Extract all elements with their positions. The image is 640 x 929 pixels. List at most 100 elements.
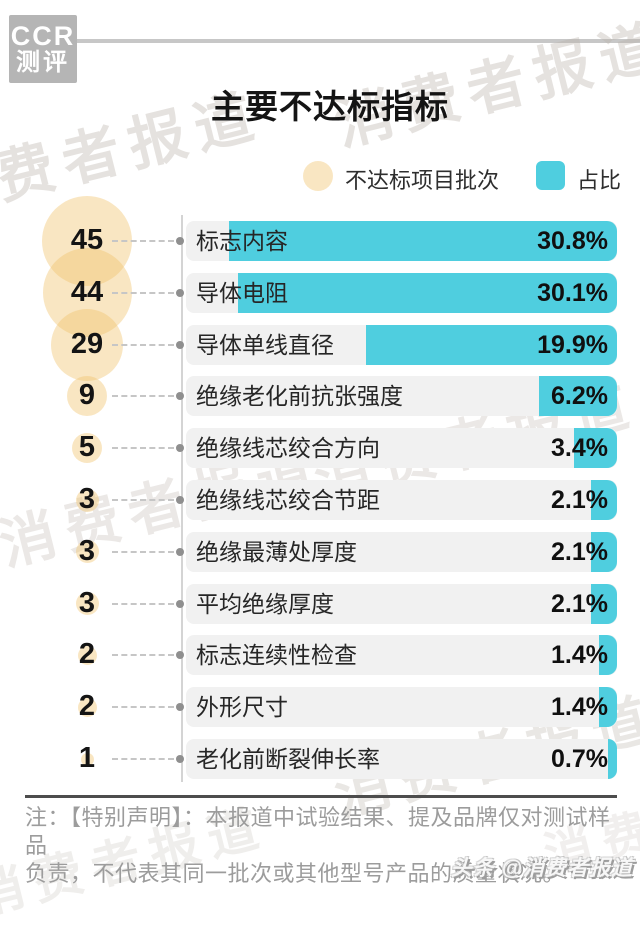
row-label: 标志内容 <box>196 228 288 254</box>
row-label: 绝缘老化前抗张强度 <box>196 383 403 410</box>
ccr-logo: CCR 测评 <box>9 15 77 83</box>
batch-count: 3 <box>78 483 96 515</box>
batch-count: 29 <box>70 327 104 360</box>
connector-dot <box>176 340 184 349</box>
bar-fill <box>539 376 617 417</box>
table-row: 44 导体电阻 30.1% <box>0 248 640 338</box>
batch-count-circle <box>77 697 97 717</box>
disclaimer-line1: 注：【特别声明】：本报道中试验结果、提及品牌仅对测试样品 <box>25 805 611 858</box>
bar-track: 导体电阻 30.1% <box>186 272 617 313</box>
batch-count-circle <box>80 752 94 766</box>
bar-track: 平均绝缘厚度 2.1% <box>186 583 617 624</box>
table-row: 3 平均绝缘厚度 2.1% <box>0 583 640 624</box>
row-label: 标志连续性检查 <box>196 642 357 669</box>
batch-count: 1 <box>78 742 96 774</box>
pct-label: 30.1% <box>537 278 608 307</box>
row-label: 绝缘线芯绞合方向 <box>196 435 380 462</box>
connector-dash <box>112 395 174 398</box>
logo-text-line2: 测评 <box>16 49 70 77</box>
batch-count: 5 <box>78 431 96 464</box>
connector-dot <box>176 755 184 763</box>
page-title: 主要不达标指标 <box>211 88 449 125</box>
bar-track: 导体单线直径 19.9% <box>186 324 617 365</box>
batch-count-circle <box>75 488 99 512</box>
bar-track: 绝缘最薄处厚度 2.1% <box>186 531 617 572</box>
row-label: 绝缘线芯绞合节距 <box>196 487 380 513</box>
disclaimer-note: 注：【特别声明】：本报道中试验结果、提及品牌仅对测试样品 负责，不代表其同一批次… <box>25 804 625 888</box>
bar-fill <box>574 428 617 469</box>
bar-fill <box>591 480 617 520</box>
batch-count-circle <box>51 308 123 381</box>
pct-label: 0.7% <box>551 745 608 773</box>
pct-label: 2.1% <box>551 486 608 514</box>
table-row: 3 绝缘线芯绞合节距 2.1% <box>0 480 640 520</box>
footer-divider <box>25 795 617 798</box>
batch-count: 44 <box>70 275 104 308</box>
bar-fill <box>608 739 617 779</box>
connector-dash <box>112 550 174 553</box>
legend-pct-label: 占比 <box>577 168 622 193</box>
bar-track: 老化前断裂伸长率 0.7% <box>186 739 617 779</box>
table-row: 2 标志连续性检查 1.4% <box>0 635 640 676</box>
logo-text-line1: CCR <box>10 21 76 51</box>
batch-count-circle <box>72 433 102 464</box>
table-row: 5 绝缘线芯绞合方向 3.4% <box>0 428 640 469</box>
row-label: 平均绝缘厚度 <box>196 590 334 617</box>
connector-dot <box>176 392 184 401</box>
pct-label: 2.1% <box>551 589 608 618</box>
bar-chart: 45 标志内容 30.8% 44 导体电阻 30.1% 29 导体单线直径 19.9% 9 绝缘老化… <box>0 196 640 782</box>
connector-dash <box>112 499 174 501</box>
table-row: 45 标志内容 30.8% <box>0 196 640 286</box>
connector-dash <box>112 706 174 709</box>
table-row: 3 绝缘最薄处厚度 2.1% <box>0 531 640 572</box>
table-row: 29 导体单线直径 19.9% <box>0 308 640 381</box>
batch-count: 2 <box>78 638 96 671</box>
connector-dot <box>176 237 184 245</box>
table-row: 9 绝缘老化前抗张强度 6.2% <box>0 376 640 417</box>
bar-track: 绝缘线芯绞合节距 2.1% <box>186 480 617 520</box>
connector-dash <box>112 654 174 657</box>
pct-label: 1.4% <box>551 693 608 722</box>
row-label: 导体单线直径 <box>196 331 334 358</box>
bar-fill <box>599 687 617 728</box>
connector-dash <box>112 291 174 294</box>
bar-fill <box>591 583 617 624</box>
row-label: 绝缘最薄处厚度 <box>196 538 357 565</box>
pct-label: 19.9% <box>537 330 608 359</box>
connector-dash <box>112 447 174 450</box>
batch-count-circle <box>75 592 99 616</box>
legend-batch-label: 不达标项目批次 <box>345 168 500 193</box>
batch-count: 45 <box>70 224 104 256</box>
pct-label: 3.4% <box>551 434 608 463</box>
connector-dash <box>112 240 174 242</box>
row-label: 外形尺寸 <box>196 694 288 721</box>
bar-track: 绝缘老化前抗张强度 6.2% <box>186 376 617 417</box>
connector-dot <box>176 547 184 556</box>
pct-label: 6.2% <box>551 382 608 411</box>
bar-track: 标志内容 30.8% <box>186 221 617 261</box>
bar-track: 绝缘线芯绞合方向 3.4% <box>186 428 617 469</box>
batch-count: 9 <box>78 379 96 412</box>
connector-dash <box>112 602 174 605</box>
batch-count-circle <box>77 645 97 665</box>
batch-count-circle <box>67 376 107 417</box>
connector-dash <box>112 758 174 760</box>
pct-label: 2.1% <box>551 537 608 566</box>
connector-dot <box>176 703 184 712</box>
disclaimer-line2: 负责，不代表其同一批次或其他型号产品的质量状况。 <box>25 861 566 886</box>
source-attribution: 头条 @消费者报道 <box>450 857 633 880</box>
legend-batch-swatch-circle <box>303 161 333 191</box>
row-label: 老化前断裂伸长率 <box>196 746 380 772</box>
connector-dot <box>176 599 184 608</box>
connector-dot <box>176 444 184 453</box>
bar-fill <box>591 531 617 572</box>
bar-fill <box>238 272 617 313</box>
batch-count: 2 <box>78 690 96 723</box>
table-row: 2 外形尺寸 1.4% <box>0 687 640 728</box>
bar-track: 外形尺寸 1.4% <box>186 687 617 728</box>
row-label: 导体电阻 <box>196 279 288 306</box>
bar-fill <box>599 635 617 676</box>
connector-dot <box>176 288 184 297</box>
connector-dash <box>112 343 174 346</box>
batch-count: 3 <box>78 534 96 567</box>
